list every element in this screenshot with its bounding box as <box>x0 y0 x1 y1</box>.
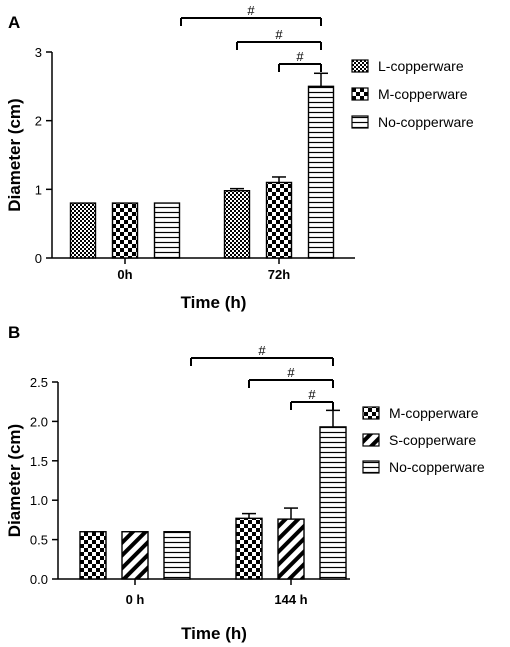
legend-label: No-copperware <box>389 459 485 475</box>
legend-label: M-copperware <box>389 405 479 421</box>
y-tick-label: 2.5 <box>30 375 48 390</box>
bar <box>153 202 181 259</box>
panel-b: B 0.0 0.5 1.0 1.5 2.0 2.5 0 h 144 h Time (h) Diam… <box>5 323 485 643</box>
panel-b-letter: B <box>8 323 20 342</box>
legend-label: S-copperware <box>389 432 476 448</box>
y-tick-label: 1.0 <box>30 493 48 508</box>
bar <box>163 531 191 580</box>
bar <box>223 190 251 259</box>
y-axis-label: Diameter (cm) <box>5 98 24 211</box>
bar <box>79 531 107 580</box>
bar <box>121 531 149 580</box>
legend-swatch <box>362 433 380 447</box>
bar <box>111 202 139 259</box>
legend-swatch <box>362 406 380 420</box>
sig-label: # <box>275 27 283 42</box>
sig-label: # <box>247 3 255 18</box>
y-axis-label: Diameter (cm) <box>5 424 24 537</box>
sig-label: # <box>287 365 295 380</box>
x-axis-label: Time (h) <box>181 624 247 643</box>
y-tick-label: 2 <box>35 114 42 129</box>
y-tick-label: 1.5 <box>30 454 48 469</box>
sig-label: # <box>296 49 304 64</box>
legend-label: L-copperware <box>378 58 464 74</box>
x-tick-label: 0h <box>117 267 132 282</box>
x-tick-label: 0 h <box>126 592 145 607</box>
sig-label: # <box>258 343 266 358</box>
legend-label: M-copperware <box>378 86 468 102</box>
bar <box>277 518 305 580</box>
bar <box>319 426 347 580</box>
y-tick-label: 3 <box>35 45 42 60</box>
y-tick-label: 0.5 <box>30 533 48 548</box>
x-tick-label: 72h <box>268 267 290 282</box>
y-tick-label: 0 <box>35 251 42 266</box>
panel-a: A 0 1 2 3 0h 72h Time (h) Diameter (cm) L-copper… <box>5 3 474 312</box>
x-axis-label: Time (h) <box>181 293 247 312</box>
bar <box>69 202 97 259</box>
x-tick-label: 144 h <box>274 592 307 607</box>
bar <box>307 85 335 259</box>
legend-swatch <box>351 59 369 73</box>
legend-swatch <box>362 460 380 474</box>
bar <box>265 181 293 259</box>
y-tick-label: 1 <box>35 182 42 197</box>
legend-swatch <box>351 87 369 101</box>
legend-label: No-copperware <box>378 114 474 130</box>
sig-label: # <box>308 387 316 402</box>
legend-swatch <box>351 115 369 129</box>
y-tick-label: 0.0 <box>30 572 48 587</box>
y-tick-label: 2.0 <box>30 414 48 429</box>
panel-a-letter: A <box>8 13 20 32</box>
bar <box>235 517 263 580</box>
